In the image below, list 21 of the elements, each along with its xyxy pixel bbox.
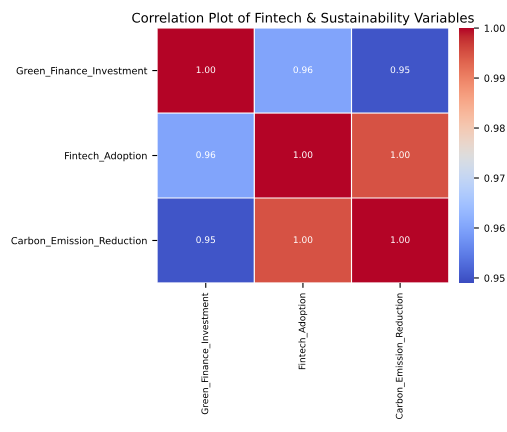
x-tick-label: Fintech_Adoption (298, 293, 308, 370)
data-label: 0.95 (196, 236, 216, 244)
data-label: 1.00 (391, 151, 410, 158)
color-bar-label: 0.98 (484, 124, 505, 132)
data-label: 0.95 (390, 66, 410, 74)
data-label: 0.96 (196, 151, 216, 158)
color-bar-label: 0.96 (484, 224, 505, 232)
y-tick-label: Fintech_Adoption (65, 152, 147, 162)
data-label: 1.00 (391, 236, 410, 244)
color-bar-label: 0.95 (484, 274, 505, 282)
color-bar-label: 0.99 (484, 74, 505, 82)
data-label: 1.00 (294, 236, 312, 244)
x-tick-label: Carbon_Emission_Reduction (396, 293, 405, 420)
y-tick-label: Green_Finance_Investment (16, 66, 148, 77)
color-bar-label: 0.97 (484, 174, 505, 182)
y-tick-label: Carbon_Emission_Reduction (11, 236, 147, 246)
data-label: 1.00 (196, 66, 216, 74)
color-bar-label: 1.00 (484, 24, 505, 32)
data-label: 0.96 (293, 66, 312, 74)
data-label: 1.00 (294, 151, 312, 158)
chart-title: Correlation Plot of Fintech & Sustainability Variables (132, 12, 474, 26)
